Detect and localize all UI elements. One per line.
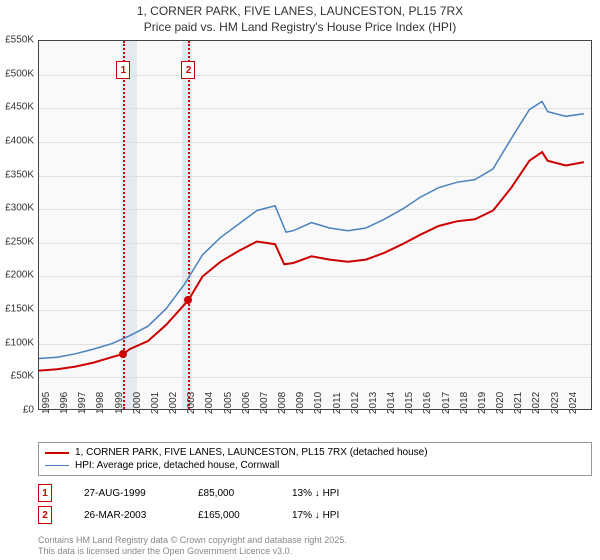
gridline (39, 276, 591, 277)
y-tick-label: £500K (5, 68, 34, 79)
x-tick-label: 2003 (186, 392, 197, 414)
sales-price: £85,000 (198, 488, 268, 499)
x-tick-label: 1998 (95, 392, 106, 414)
sale-flag: 1 (116, 61, 130, 79)
gridline (39, 108, 591, 109)
x-tick-label: 2006 (241, 392, 252, 414)
x-tick-label: 1999 (114, 392, 125, 414)
sales-row: 1 27-AUG-1999 £85,000 13% ↓ HPI (38, 484, 339, 502)
x-tick-label: 2012 (350, 392, 361, 414)
y-tick-label: £400K (5, 135, 34, 146)
y-tick-label: £100K (5, 337, 34, 348)
gridline (39, 176, 591, 177)
sales-diff: 17% ↓ HPI (292, 510, 339, 521)
y-tick-label: £0 (23, 405, 34, 416)
x-tick-label: 2010 (313, 392, 324, 414)
sales-table: 1 27-AUG-1999 £85,000 13% ↓ HPI 2 26-MAR-2003… (38, 484, 339, 528)
y-tick-label: £550K (5, 35, 34, 46)
sales-price: £165,000 (198, 510, 268, 521)
y-tick-label: £250K (5, 236, 34, 247)
y-tick-label: £50K (11, 371, 34, 382)
x-tick-label: 2021 (513, 392, 524, 414)
x-tick-label: 2001 (150, 392, 161, 414)
legend: 1, CORNER PARK, FIVE LANES, LAUNCESTON, … (38, 442, 592, 476)
gridline (39, 209, 591, 210)
x-tick-label: 2018 (459, 392, 470, 414)
title-line-2: Price paid vs. HM Land Registry's House … (0, 20, 600, 36)
y-tick-label: £300K (5, 203, 34, 214)
x-tick-label: 2023 (550, 392, 561, 414)
y-tick-label: £350K (5, 169, 34, 180)
x-tick-label: 2007 (259, 392, 270, 414)
sale-marker (184, 296, 192, 304)
sales-date: 27-AUG-1999 (84, 488, 174, 499)
legend-swatch (45, 465, 69, 466)
sales-date: 26-MAR-2003 (84, 510, 174, 521)
sales-flag: 2 (38, 506, 52, 524)
x-tick-label: 2016 (422, 392, 433, 414)
x-tick-label: 2004 (204, 392, 215, 414)
chart-container: 1, CORNER PARK, FIVE LANES, LAUNCESTON, … (0, 0, 600, 560)
y-tick-label: £200K (5, 270, 34, 281)
sale-marker (119, 350, 127, 358)
sales-row: 2 26-MAR-2003 £165,000 17% ↓ HPI (38, 506, 339, 524)
x-tick-label: 2022 (531, 392, 542, 414)
sales-flag: 1 (38, 484, 52, 502)
y-tick-label: £450K (5, 102, 34, 113)
x-tick-label: 2011 (332, 392, 343, 414)
gridline (39, 310, 591, 311)
x-tick-label: 2014 (386, 392, 397, 414)
title-block: 1, CORNER PARK, FIVE LANES, LAUNCESTON, … (0, 0, 600, 37)
plot-area: 12 (38, 40, 592, 410)
title-line-1: 1, CORNER PARK, FIVE LANES, LAUNCESTON, … (0, 4, 600, 20)
legend-label: 1, CORNER PARK, FIVE LANES, LAUNCESTON, … (75, 447, 428, 458)
x-tick-label: 2020 (495, 392, 506, 414)
x-tick-label: 2008 (277, 392, 288, 414)
x-tick-label: 1997 (77, 392, 88, 414)
x-tick-label: 1996 (59, 392, 70, 414)
sales-diff: 13% ↓ HPI (292, 488, 339, 499)
attribution: Contains HM Land Registry data © Crown c… (38, 535, 347, 557)
legend-label: HPI: Average price, detached house, Corn… (75, 460, 279, 471)
legend-swatch (45, 452, 69, 454)
attribution-line-2: This data is licensed under the Open Gov… (38, 546, 347, 557)
legend-row: HPI: Average price, detached house, Corn… (45, 459, 585, 472)
x-tick-label: 2005 (223, 392, 234, 414)
sale-vline (188, 41, 190, 409)
x-tick-label: 2002 (168, 392, 179, 414)
x-tick-label: 1995 (41, 392, 52, 414)
chart-area: 12 £0£50K£100K£150K£200K£250K£300K£350K£… (38, 40, 592, 410)
y-tick-label: £150K (5, 304, 34, 315)
x-tick-label: 2017 (441, 392, 452, 414)
gridline (39, 344, 591, 345)
gridline (39, 142, 591, 143)
sale-flag: 2 (181, 61, 195, 79)
gridline (39, 377, 591, 378)
x-tick-label: 2019 (477, 392, 488, 414)
x-tick-label: 2009 (295, 392, 306, 414)
attribution-line-1: Contains HM Land Registry data © Crown c… (38, 535, 347, 546)
x-tick-label: 2015 (404, 392, 415, 414)
legend-row: 1, CORNER PARK, FIVE LANES, LAUNCESTON, … (45, 446, 585, 459)
x-tick-label: 2013 (368, 392, 379, 414)
x-tick-label: 2024 (568, 392, 579, 414)
x-tick-label: 2000 (132, 392, 143, 414)
gridline (39, 243, 591, 244)
